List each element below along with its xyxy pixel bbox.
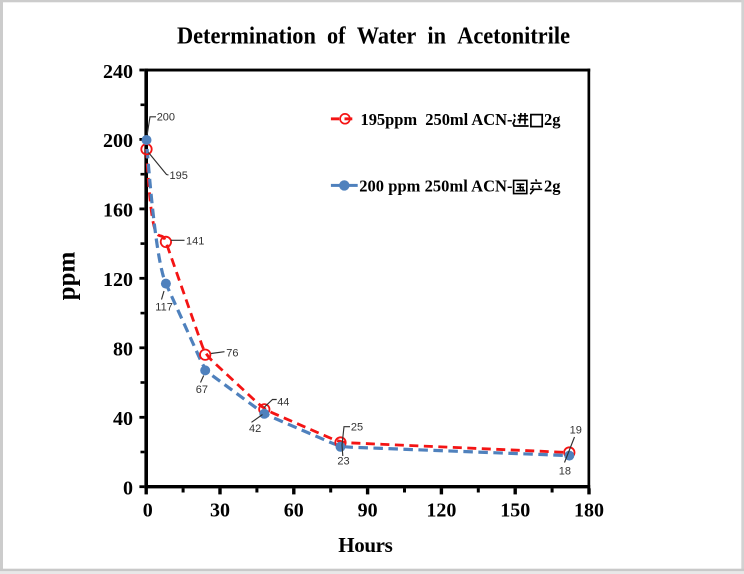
svg-text:Determination of Water in: Determination of Water in Acetonitrile <box>177 24 570 50</box>
svg-text:19: 19 <box>570 424 582 436</box>
svg-text:200: 200 <box>103 130 133 152</box>
svg-text:90: 90 <box>358 500 378 522</box>
svg-text:42: 42 <box>249 423 261 435</box>
svg-text:200: 200 <box>157 112 175 124</box>
svg-text:195ppm 250ml ACN-: 195ppm 250ml ACN- <box>361 110 513 129</box>
svg-text:200 ppm 250ml ACN-: 200 ppm 250ml ACN- <box>359 177 512 196</box>
svg-text:67: 67 <box>196 384 208 396</box>
svg-text:2g: 2g <box>544 177 561 196</box>
svg-text:160: 160 <box>103 200 133 222</box>
svg-text:2g: 2g <box>544 110 561 129</box>
svg-text:60: 60 <box>284 500 304 522</box>
svg-text:120: 120 <box>426 500 456 522</box>
svg-text:240: 240 <box>103 61 133 83</box>
svg-text:120: 120 <box>103 269 133 291</box>
svg-text:18: 18 <box>559 465 571 477</box>
svg-text:23: 23 <box>337 456 349 468</box>
svg-text:150: 150 <box>500 500 530 522</box>
svg-text:141: 141 <box>186 235 204 247</box>
svg-text:30: 30 <box>210 500 230 522</box>
svg-text:25: 25 <box>351 421 363 433</box>
svg-text:76: 76 <box>226 348 238 360</box>
svg-text:195: 195 <box>170 170 188 182</box>
svg-text:180: 180 <box>574 500 604 522</box>
svg-text:44: 44 <box>277 396 289 408</box>
svg-text:117: 117 <box>155 301 173 313</box>
svg-text:40: 40 <box>113 408 133 430</box>
svg-text:Hours: Hours <box>338 533 393 557</box>
svg-text:ppm: ppm <box>54 252 81 301</box>
svg-text:0: 0 <box>123 478 133 500</box>
svg-text:0: 0 <box>143 500 153 522</box>
svg-text:80: 80 <box>113 339 133 361</box>
